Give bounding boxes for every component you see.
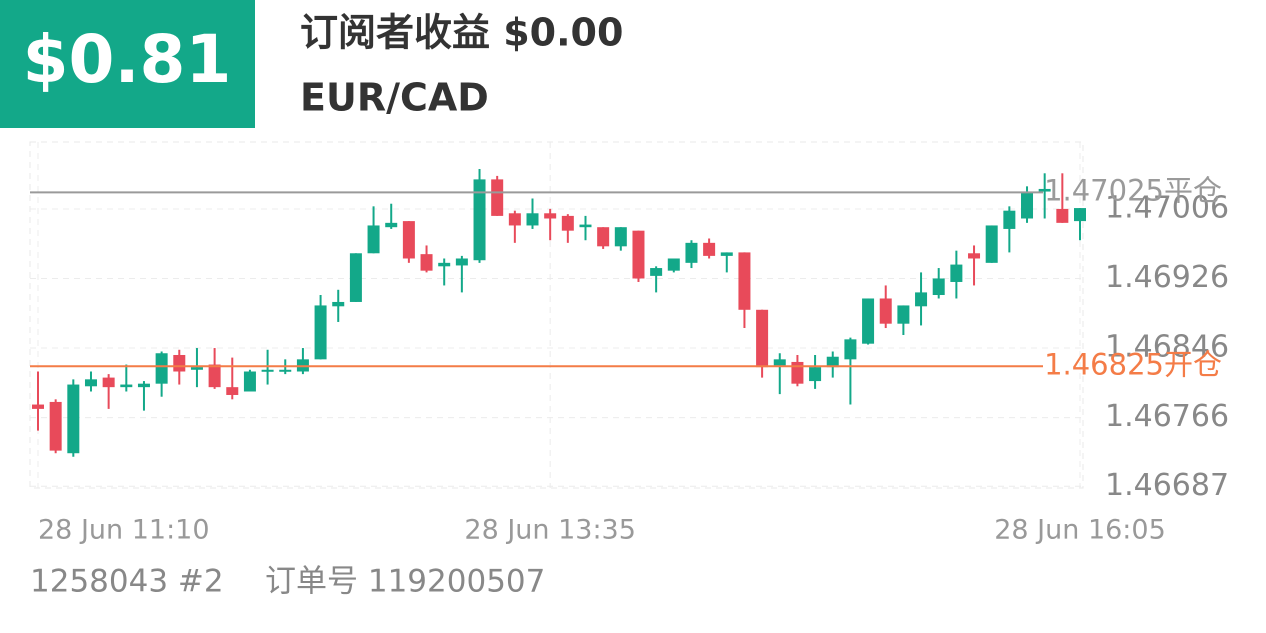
candle-body (120, 384, 133, 388)
candle-body (279, 369, 292, 372)
candle-body (473, 179, 486, 261)
candle-body (155, 353, 168, 384)
x-tick-label: 28 Jun 11:10 (38, 515, 210, 546)
candle-body (862, 298, 875, 344)
candle-body (579, 224, 592, 228)
y-tick-label: 1.46766 (1105, 399, 1229, 434)
candle-body (261, 369, 274, 372)
candle-body (809, 367, 822, 382)
x-tick-label: 28 Jun 16:05 (994, 515, 1166, 546)
badge: $0.81 (23, 21, 232, 98)
candle-body (544, 213, 557, 219)
candle-body (773, 359, 786, 366)
candle-body (985, 225, 998, 263)
candle-body (720, 252, 733, 256)
candle-body (420, 254, 433, 271)
candle-body (314, 305, 327, 360)
candle-body (632, 230, 645, 279)
candle-body (173, 354, 186, 372)
candle-body (791, 361, 804, 384)
candle-body (738, 252, 751, 310)
price-line-label: 1.47025平仓 (1044, 173, 1222, 207)
candle-body (349, 253, 362, 302)
order: 订单号 119200507 (265, 564, 545, 600)
symbol: EUR/CAD (300, 76, 489, 120)
candle-body (667, 258, 680, 271)
candle-body (367, 225, 380, 254)
y-tick-label: 1.46926 (1105, 260, 1229, 295)
candle-body (526, 213, 539, 226)
account: 1258043 #2 (30, 564, 224, 600)
candle-body (508, 213, 521, 226)
candle-body (614, 227, 627, 247)
candle-body (597, 227, 610, 247)
price-line-label: 1.46825开仓 (1044, 347, 1222, 381)
y-tick-label: 1.47006 (1105, 190, 1229, 225)
candle-body (84, 379, 97, 387)
candle-body (915, 292, 928, 307)
candle-body (491, 179, 504, 216)
candle-body (703, 242, 716, 256)
candle-body (385, 222, 398, 228)
candle-body (1038, 188, 1051, 192)
candle-body (438, 262, 451, 267)
candle-body (402, 221, 415, 259)
plot-frame (29, 141, 1084, 489)
candle-body (137, 383, 150, 388)
candle-body (879, 298, 892, 324)
title: 订阅者收益 $0.00 (300, 11, 623, 55)
badge-bg (0, 0, 255, 128)
candle-body (67, 384, 80, 454)
candle-body (1056, 208, 1069, 223)
candle-body (685, 242, 698, 263)
candle-body (102, 377, 115, 388)
candle-body (243, 371, 256, 392)
candle-body (897, 305, 910, 324)
y-tick-label: 1.46846 (1105, 330, 1229, 365)
candle-body (1003, 210, 1016, 229)
candle-body (844, 339, 857, 360)
candle-body (455, 258, 468, 266)
candle-body (190, 367, 203, 370)
candle-body (826, 356, 839, 368)
y-tick-label: 1.46687 (1105, 468, 1229, 503)
candle-body (332, 301, 345, 307)
candle-body (968, 253, 981, 259)
candle-body (32, 404, 44, 409)
candle-body (208, 364, 221, 388)
candle-body (561, 215, 574, 231)
candle-body (226, 387, 239, 395)
candle-body (650, 268, 663, 276)
x-tick-label: 28 Jun 13:35 (464, 515, 636, 546)
candle-body (950, 264, 963, 282)
candle-body (1021, 191, 1034, 219)
candle-body (1074, 208, 1086, 222)
candle-body (932, 278, 945, 296)
candle-body (756, 309, 769, 368)
candle-body (49, 401, 62, 451)
